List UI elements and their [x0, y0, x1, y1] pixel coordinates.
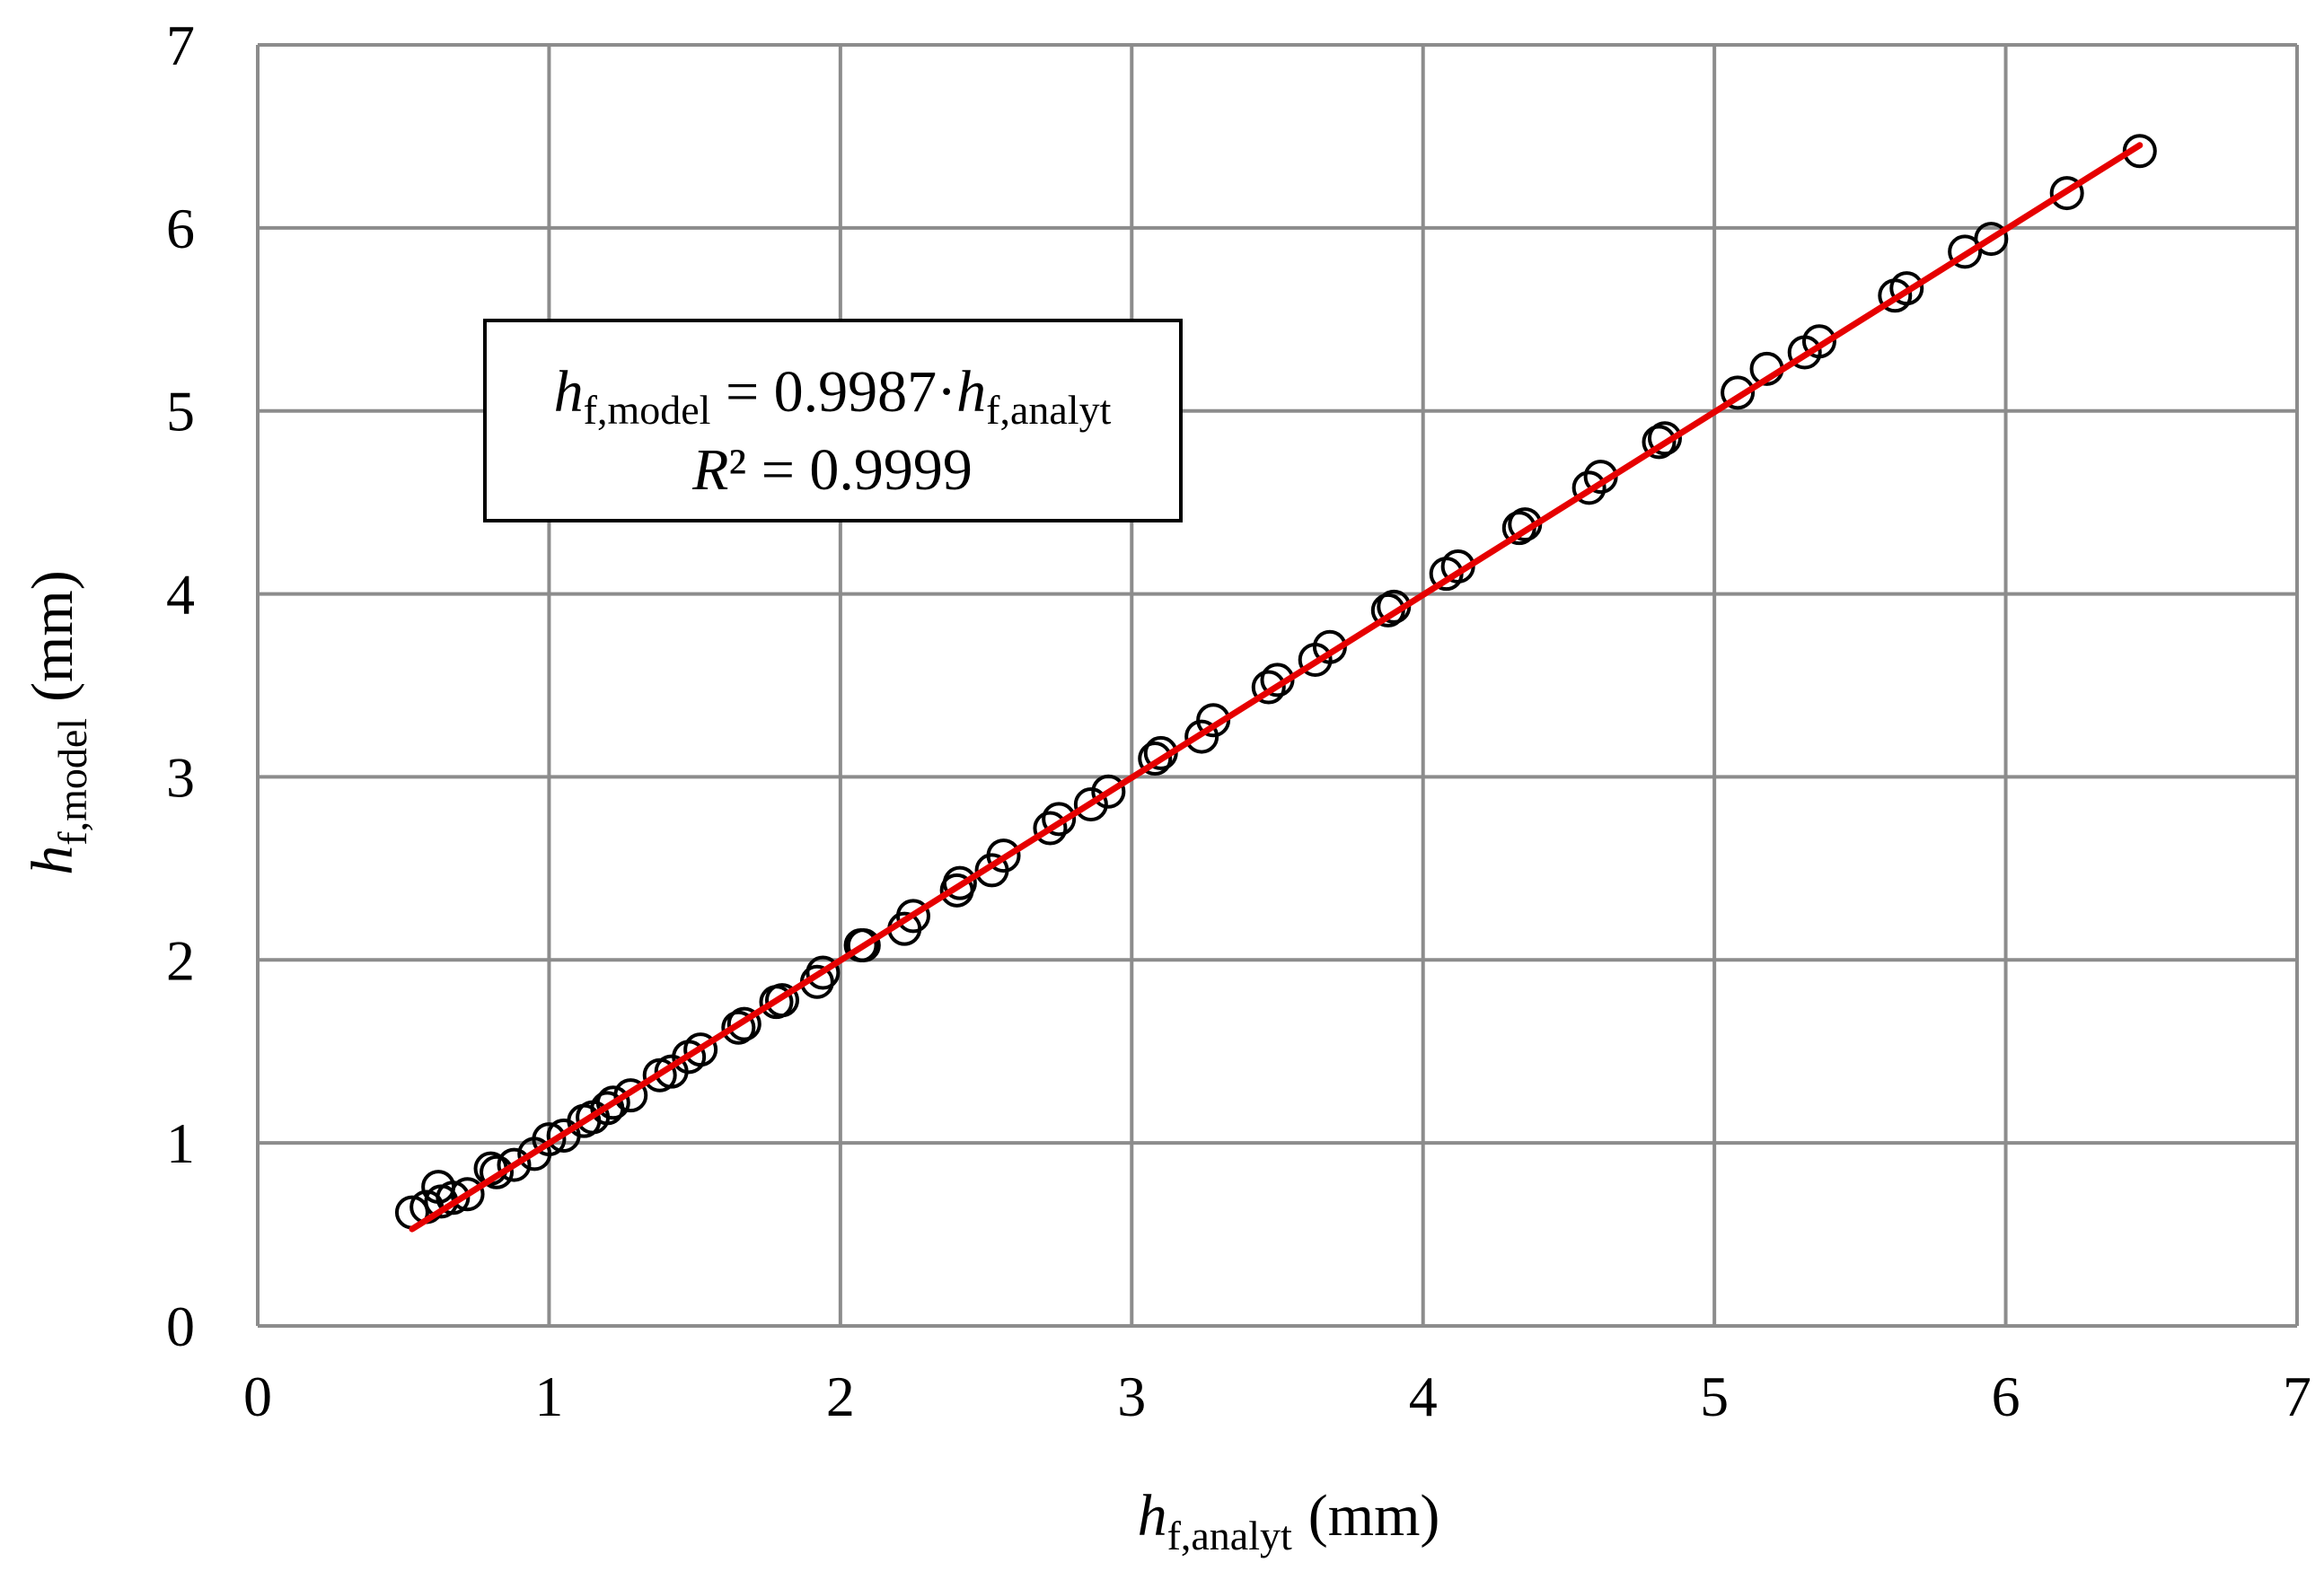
y-tick-label: 2 — [166, 928, 195, 992]
y-tick-labels: 0 1 2 3 4 5 6 7 — [166, 13, 195, 1358]
x-tick-label: 2 — [826, 1365, 855, 1428]
data-point — [497, 1147, 532, 1182]
y-tick-label: 5 — [166, 380, 195, 443]
x-title-symbol: h — [1138, 1483, 1167, 1549]
data-point — [436, 1180, 471, 1216]
equation-line-2: R² = 0.9999 — [691, 437, 973, 503]
data-point — [986, 838, 1021, 873]
data-point — [595, 1085, 630, 1120]
data-point — [721, 1010, 756, 1045]
x-tick-label: 0 — [243, 1365, 272, 1428]
y-tick-label: 3 — [166, 745, 195, 809]
eq-rhs-symbol: h — [956, 359, 986, 425]
data-point — [942, 865, 977, 900]
y-title-subscript: f,model — [49, 718, 95, 846]
data-point — [1571, 470, 1607, 505]
x-tick-label: 1 — [534, 1365, 563, 1428]
x-tick-label: 3 — [1117, 1365, 1146, 1428]
data-point — [1889, 271, 1924, 306]
data-point — [846, 927, 881, 962]
y-axis-title: hf,model (mm) — [20, 570, 95, 874]
data-point — [1138, 742, 1173, 777]
eq-rhs-subscript: f,analyt — [986, 387, 1111, 433]
data-point — [613, 1078, 648, 1113]
data-point — [1801, 324, 1836, 359]
y-tick-label: 7 — [166, 13, 195, 77]
x-tick-label: 4 — [1409, 1365, 1438, 1428]
x-tick-label: 5 — [1700, 1365, 1729, 1428]
data-point — [726, 1006, 761, 1041]
y-tick-label: 1 — [166, 1111, 195, 1175]
data-point — [1042, 802, 1077, 837]
r2-value: ² = 0.9999 — [728, 437, 973, 503]
data-point — [450, 1177, 485, 1212]
data-point — [532, 1122, 567, 1157]
y-title-symbol: h — [20, 846, 85, 875]
eq-middle: = 0.9987· — [710, 359, 956, 425]
fit-layer — [409, 142, 2144, 1233]
data-point — [764, 983, 799, 1018]
data-point — [1974, 222, 2009, 257]
grid-lines — [256, 43, 2299, 1328]
data-point — [805, 955, 841, 990]
data-point — [480, 1154, 515, 1189]
data-point — [2049, 176, 2084, 211]
data-point — [683, 1032, 718, 1067]
eq-lhs-symbol: h — [554, 359, 584, 425]
data-point — [2122, 134, 2157, 169]
equation-annotation: hf,model = 0.9987·hf,analyt R² = 0.9999 — [483, 319, 1183, 522]
r2-symbol: R — [691, 437, 728, 503]
data-point — [1033, 811, 1068, 846]
eq-lhs-subscript: f,model — [584, 387, 711, 433]
y-tick-label: 4 — [166, 563, 195, 627]
x-title-subscript: f,analyt — [1167, 1513, 1292, 1558]
equation-box — [483, 319, 1183, 522]
x-tick-labels: 0 1 2 3 4 5 6 7 — [243, 1365, 2311, 1428]
x-tick-label: 7 — [2283, 1365, 2311, 1428]
data-point — [1721, 375, 1756, 410]
data-point — [1647, 421, 1682, 456]
y-tick-label: 0 — [166, 1295, 195, 1358]
x-axis-title: hf,analyt (mm) — [1138, 1483, 1440, 1558]
y-title-unit: (mm) — [20, 570, 85, 702]
equation-line-1: hf,model = 0.9987·hf,analyt — [554, 359, 1112, 433]
fit-line — [409, 142, 2144, 1233]
x-tick-label: 6 — [1992, 1365, 2020, 1428]
y-tick-label: 6 — [166, 197, 195, 260]
data-point — [895, 899, 930, 934]
data-point — [1073, 787, 1108, 822]
data-point — [1091, 774, 1126, 809]
data-point — [1642, 425, 1677, 460]
x-title-unit: (mm) — [1308, 1483, 1440, 1549]
data-points — [394, 134, 2157, 1230]
data-point — [1251, 670, 1286, 705]
